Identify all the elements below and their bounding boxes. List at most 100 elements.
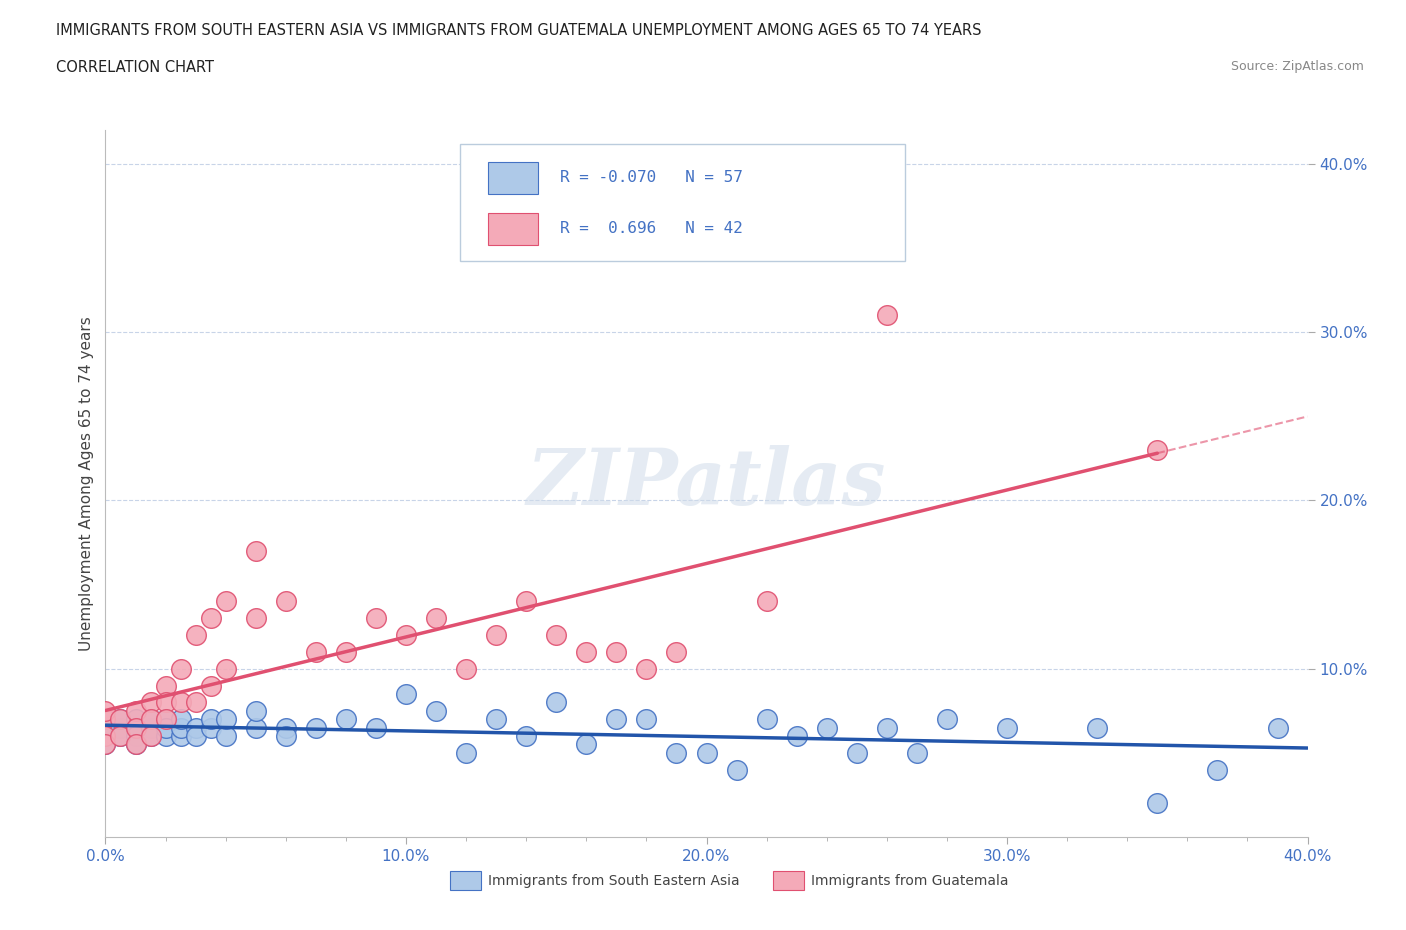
Point xyxy=(305,720,328,735)
Point xyxy=(110,711,132,726)
Point xyxy=(335,644,357,659)
Point xyxy=(605,644,627,659)
Point xyxy=(274,728,297,743)
Point xyxy=(155,711,177,726)
Point xyxy=(110,711,132,726)
Text: Immigrants from Guatemala: Immigrants from Guatemala xyxy=(811,873,1008,888)
Point xyxy=(155,711,177,726)
Point xyxy=(155,728,177,743)
Point xyxy=(395,628,418,643)
Point xyxy=(155,720,177,735)
Point xyxy=(94,737,117,751)
Point xyxy=(200,711,222,726)
Point xyxy=(110,728,132,743)
Point xyxy=(169,661,191,676)
Point xyxy=(725,763,748,777)
Point xyxy=(94,728,117,743)
Point xyxy=(454,746,477,761)
Point xyxy=(94,703,117,718)
Point xyxy=(110,728,132,743)
Point xyxy=(665,746,688,761)
Point xyxy=(200,678,222,693)
Point xyxy=(200,611,222,626)
Point xyxy=(425,703,447,718)
Bar xyxy=(450,871,481,890)
Point xyxy=(876,720,898,735)
Point xyxy=(636,661,658,676)
Point xyxy=(184,628,207,643)
Point xyxy=(335,711,357,726)
Point xyxy=(184,720,207,735)
Bar xyxy=(488,162,538,193)
Text: R = -0.070   N = 57: R = -0.070 N = 57 xyxy=(560,170,742,185)
Point xyxy=(454,661,477,676)
Point xyxy=(245,720,267,735)
Point xyxy=(169,728,191,743)
Point xyxy=(155,678,177,693)
Point xyxy=(124,711,146,726)
Point xyxy=(786,728,808,743)
Point xyxy=(124,728,146,743)
Point xyxy=(245,543,267,558)
Bar xyxy=(773,871,804,890)
Point xyxy=(139,711,162,726)
Text: Source: ZipAtlas.com: Source: ZipAtlas.com xyxy=(1230,60,1364,73)
Point xyxy=(1146,443,1168,458)
Point xyxy=(1267,720,1289,735)
Point xyxy=(214,711,236,726)
Point xyxy=(169,711,191,726)
Point xyxy=(696,746,718,761)
Point xyxy=(876,308,898,323)
Point xyxy=(995,720,1018,735)
Point xyxy=(184,695,207,710)
Point xyxy=(605,711,627,726)
Text: IMMIGRANTS FROM SOUTH EASTERN ASIA VS IMMIGRANTS FROM GUATEMALA UNEMPLOYMENT AMO: IMMIGRANTS FROM SOUTH EASTERN ASIA VS IM… xyxy=(56,23,981,38)
Point xyxy=(214,594,236,609)
Point xyxy=(169,720,191,735)
Point xyxy=(245,703,267,718)
Point xyxy=(485,628,508,643)
Point xyxy=(575,737,598,751)
Point xyxy=(845,746,868,761)
Point xyxy=(485,711,508,726)
Point xyxy=(245,611,267,626)
Point xyxy=(124,737,146,751)
Point xyxy=(214,728,236,743)
Text: R =  0.696   N = 42: R = 0.696 N = 42 xyxy=(560,221,742,236)
Point xyxy=(636,711,658,726)
Point xyxy=(124,720,146,735)
Point xyxy=(936,711,959,726)
Bar xyxy=(488,213,538,245)
Point xyxy=(274,594,297,609)
Point xyxy=(425,611,447,626)
Point xyxy=(155,695,177,710)
Point xyxy=(94,711,117,726)
Point xyxy=(1146,796,1168,811)
Point xyxy=(1206,763,1229,777)
Point xyxy=(94,720,117,735)
Point xyxy=(364,611,387,626)
Point xyxy=(94,737,117,751)
Point xyxy=(214,661,236,676)
Point xyxy=(124,737,146,751)
Point xyxy=(94,711,117,726)
Point xyxy=(274,720,297,735)
Point xyxy=(515,728,537,743)
Point xyxy=(184,728,207,743)
Point xyxy=(139,728,162,743)
Point xyxy=(200,720,222,735)
FancyBboxPatch shape xyxy=(460,144,905,261)
Point xyxy=(1085,720,1108,735)
Point xyxy=(110,720,132,735)
Text: Immigrants from South Eastern Asia: Immigrants from South Eastern Asia xyxy=(488,873,740,888)
Point xyxy=(139,720,162,735)
Point xyxy=(546,695,568,710)
Text: CORRELATION CHART: CORRELATION CHART xyxy=(56,60,214,75)
Text: ZIPatlas: ZIPatlas xyxy=(527,445,886,522)
Point xyxy=(94,728,117,743)
Point xyxy=(755,594,778,609)
Point xyxy=(395,686,418,701)
Point xyxy=(546,628,568,643)
Point xyxy=(139,695,162,710)
Point xyxy=(755,711,778,726)
